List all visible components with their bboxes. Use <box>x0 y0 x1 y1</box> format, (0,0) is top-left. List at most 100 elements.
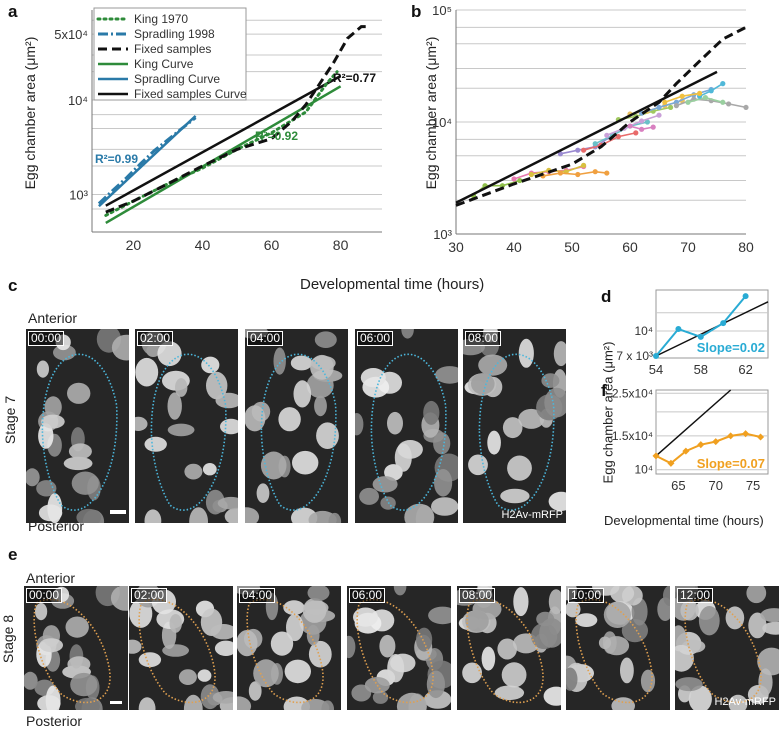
e-timepoint-tile: 12:00 H2Av-mRFP <box>675 586 779 710</box>
nucleus <box>44 396 62 418</box>
track-point-b <box>633 130 639 136</box>
series-point-d <box>653 352 659 359</box>
nucleus <box>135 416 148 431</box>
track-point-b <box>581 162 587 168</box>
track-point-b <box>662 99 668 105</box>
nucleus <box>67 382 91 404</box>
x-tick-a: 60 <box>264 237 280 253</box>
nucleus <box>620 657 634 684</box>
nucleus <box>746 586 767 604</box>
nucleus <box>748 612 767 639</box>
nucleus <box>292 450 319 475</box>
timestamp-label: 12:00 <box>677 588 714 603</box>
nucleus <box>256 483 270 503</box>
e-posterior-label: Posterior <box>26 713 83 729</box>
y-tick-d: 7 x 10³ <box>616 349 653 363</box>
nucleus <box>39 638 63 653</box>
nucleus <box>303 600 329 615</box>
x-tick-a: 80 <box>333 237 349 253</box>
nucleus <box>487 430 501 455</box>
track-point-b <box>726 101 732 107</box>
nucleus <box>431 497 458 516</box>
egg-chamber-outline <box>575 598 653 704</box>
nucleus <box>360 368 386 388</box>
nucleus <box>603 601 631 628</box>
y-tick-d: 10⁴ <box>634 324 653 338</box>
nucleus <box>758 668 773 696</box>
e-timepoint-tile: 04:00 <box>237 586 341 710</box>
nucleus <box>553 341 566 367</box>
nucleus <box>462 662 482 684</box>
micrograph <box>24 586 128 710</box>
nucleus <box>184 463 203 480</box>
c-timepoint-tile: 06:00 <box>355 329 458 523</box>
nucleus <box>212 691 233 704</box>
nucleus <box>65 616 89 638</box>
c-timepoint-tile: 04:00 <box>245 329 348 523</box>
legend-box-a <box>93 7 247 101</box>
nucleus <box>401 329 414 339</box>
nucleus <box>513 587 529 617</box>
track-point-b <box>708 88 714 94</box>
nucleus <box>396 692 427 710</box>
nucleus <box>197 669 212 682</box>
nucleus <box>518 338 534 368</box>
c-timepoint-tile: 02:00 <box>135 329 238 523</box>
nucleus <box>41 414 65 429</box>
timestamp-label: 10:00 <box>568 588 605 603</box>
nucleus <box>428 606 451 625</box>
micrograph <box>129 586 233 710</box>
frame-d <box>655 289 769 359</box>
panel-label-d: d <box>601 287 612 306</box>
track-point-b <box>499 183 505 189</box>
nucleus <box>273 347 286 375</box>
track-point-b <box>604 170 610 176</box>
micrograph <box>457 586 561 710</box>
nucleus <box>169 614 182 633</box>
nucleus <box>434 469 453 497</box>
nucleus <box>544 387 566 418</box>
nucleus <box>435 366 458 384</box>
micrograph <box>566 586 670 710</box>
nucleus <box>237 630 258 657</box>
nucleus <box>201 356 220 374</box>
track-line-b <box>560 134 614 155</box>
nucleus <box>598 636 612 650</box>
x-tick-b: 70 <box>680 239 696 255</box>
nucleus <box>270 631 294 656</box>
nucleus <box>688 685 712 710</box>
x-tick-a: 20 <box>126 237 142 253</box>
e-timepoint-tile: 02:00 <box>129 586 233 710</box>
nucleus <box>314 331 337 348</box>
nucleus <box>372 476 398 493</box>
fit-line-f <box>655 389 732 457</box>
track-point-b <box>575 147 581 153</box>
nucleus <box>760 608 779 623</box>
egg-chamber-outline <box>684 598 762 704</box>
nucleus <box>497 638 517 660</box>
fit-curve-b <box>455 70 718 204</box>
nucleus <box>359 487 379 505</box>
nucleus <box>214 640 233 656</box>
fixed-samples-curve <box>105 74 342 207</box>
panel-label-c: c <box>8 276 18 295</box>
egg-chamber-outline <box>41 353 118 511</box>
egg-chamber-outline <box>356 598 434 704</box>
nucleus <box>675 677 703 692</box>
nucleus <box>541 373 560 388</box>
nucleus <box>494 685 525 701</box>
nucleus <box>237 696 252 710</box>
nucleus <box>167 423 195 437</box>
timestamp-label: 04:00 <box>247 331 284 346</box>
track-point-b <box>511 176 517 182</box>
y-tick-a: 10³ <box>69 187 88 202</box>
timestamp-label: 08:00 <box>459 588 496 603</box>
egg-chamber-outline <box>246 598 324 704</box>
nucleus <box>144 436 167 452</box>
series-point-f <box>697 441 705 449</box>
x-tick-b: 30 <box>448 239 464 255</box>
series-point-f <box>712 438 720 446</box>
track-point-b <box>557 170 563 176</box>
legend-item-a: Fixed samples <box>134 42 211 56</box>
micrograph <box>347 586 451 710</box>
